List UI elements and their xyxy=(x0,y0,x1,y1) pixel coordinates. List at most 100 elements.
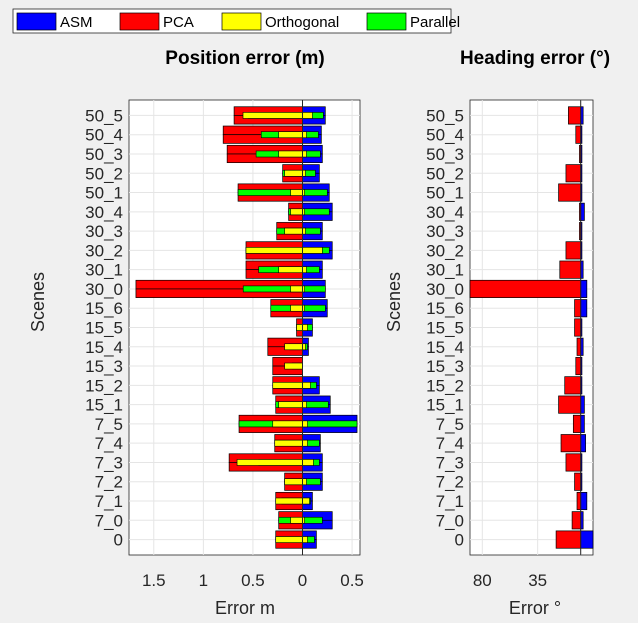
heading-error-ytick-label: 50_4 xyxy=(426,126,464,145)
position-error-bar-parallel-right xyxy=(302,189,328,196)
position-error-bar-orthogonal-right xyxy=(302,497,310,505)
ylabel-scenes-right: Scenes xyxy=(384,272,404,332)
position-error-bar-orthogonal-left xyxy=(236,459,303,466)
position-error-bar-orthogonal-right xyxy=(302,401,307,408)
heading-error-bar-pca xyxy=(574,299,582,318)
position-error-xtick-label: 0.5 xyxy=(340,571,364,590)
position-error-ytick-label: 7_1 xyxy=(95,492,123,511)
position-error-ytick-label: 50_2 xyxy=(85,164,123,183)
position-error-bar-orthogonal-left xyxy=(290,285,303,293)
position-error-bar-parallel-right xyxy=(302,420,358,428)
heading-error-xtick-label: 35 xyxy=(528,571,547,590)
position-error-bar-parallel-right xyxy=(302,285,326,293)
position-error-xtick-label: 1 xyxy=(199,571,208,590)
heading-error-title: Heading error (°) xyxy=(460,48,610,69)
heading-error-ytick-label: 50_5 xyxy=(426,106,464,125)
heading-error-ytick-label: 30_2 xyxy=(426,241,464,260)
position-error-ytick-label: 7_5 xyxy=(95,415,123,434)
position-error-bar-orthogonal-right xyxy=(302,131,307,139)
heading-error-bar-pca xyxy=(559,260,582,279)
position-error-ytick-label: 7_4 xyxy=(95,434,123,453)
heading-error-ytick-label: 15_6 xyxy=(426,299,464,318)
position-error-bar-orthogonal-left xyxy=(290,208,303,216)
heading-error-ytick-label: 7_3 xyxy=(436,453,464,472)
position-error-ytick-label: 50_3 xyxy=(85,145,123,164)
position-error-ytick-label: 50_1 xyxy=(85,184,123,203)
heading-error-bar-pca xyxy=(560,434,582,453)
position-error-bar-orthogonal-right xyxy=(302,382,311,389)
legend-swatch-asm xyxy=(16,12,57,31)
position-error-title: Position error (m) xyxy=(165,48,324,69)
legend: ASM PCA Orthogonal Parallel xyxy=(12,8,460,34)
heading-error-ytick-label: 15_3 xyxy=(426,357,464,376)
position-error-bar-orthogonal-left xyxy=(245,247,303,254)
heading-error-ytick-label: 30_4 xyxy=(426,203,464,222)
heading-error-ytick-label: 30_3 xyxy=(426,222,464,241)
position-error-bar-orthogonal-left xyxy=(284,343,303,351)
position-error-ytick-label: 7_0 xyxy=(95,511,123,530)
position-error-ytick-label: 7_3 xyxy=(95,453,123,472)
heading-error-ytick-label: 7_5 xyxy=(436,415,464,434)
heading-error-bar-asm xyxy=(580,434,586,453)
position-error-bar-orthogonal-left xyxy=(275,497,303,505)
legend-swatch-orthogonal xyxy=(221,12,262,31)
heading-error-bar-pca xyxy=(565,164,582,183)
position-error-bar-orthogonal-right xyxy=(302,247,323,254)
heading-error-ytick-label: 7_2 xyxy=(436,473,464,492)
heading-error-ytick-label: 50_2 xyxy=(426,164,464,183)
legend-swatch-parallel xyxy=(366,12,407,31)
position-error-xtick-label: 0.5 xyxy=(241,571,265,590)
position-error-ytick-label: 15_5 xyxy=(85,319,123,338)
heading-error-ytick-label: 30_1 xyxy=(426,261,464,280)
heading-error-ytick-label: 50_3 xyxy=(426,145,464,164)
heading-error-bar-pca xyxy=(469,279,582,298)
position-error-bar-parallel-right xyxy=(302,516,323,524)
position-error-panel: Position error (m) Error m 07_07_17_27_3… xyxy=(85,48,364,618)
heading-error-panel: Heading error (°) Error ° 07_07_17_27_37… xyxy=(426,48,610,618)
heading-error-bar-pca xyxy=(572,414,582,433)
position-error-bar-orthogonal-left xyxy=(290,304,303,312)
heading-error-ytick-label: 7_1 xyxy=(436,492,464,511)
position-error-bar-orthogonal-left xyxy=(272,420,303,428)
position-error-bar-orthogonal-left xyxy=(278,150,303,158)
heading-error-bar-pca xyxy=(574,318,582,337)
heading-error-bar-asm xyxy=(580,491,588,511)
heading-error-bar-asm xyxy=(580,530,594,549)
position-error-ytick-label: 15_1 xyxy=(85,396,123,415)
position-error-ytick-label: 30_4 xyxy=(85,203,123,222)
legend-label-orthogonal: Orthogonal xyxy=(265,14,339,31)
heading-error-ytick-label: 15_4 xyxy=(426,338,464,357)
position-error-bar-orthogonal-left xyxy=(278,401,303,408)
position-error-ytick-label: 50_4 xyxy=(85,126,123,145)
heading-error-ytick-label: 50_1 xyxy=(426,184,464,203)
position-error-bar-orthogonal-right xyxy=(302,150,307,158)
position-error-ytick-label: 30_3 xyxy=(85,222,123,241)
heading-error-bar-pca xyxy=(558,395,582,414)
heading-error-ytick-label: 15_5 xyxy=(426,319,464,338)
position-error-ytick-label: 15_4 xyxy=(85,338,123,357)
position-error-bar-orthogonal-left xyxy=(284,227,303,235)
heading-error-bar-pca xyxy=(565,241,582,260)
position-error-bar-orthogonal-left xyxy=(284,169,303,177)
position-error-xlabel: Error m xyxy=(215,598,275,618)
heading-error-ytick-label: 7_0 xyxy=(436,511,464,530)
position-error-bar-orthogonal-left xyxy=(242,112,303,119)
heading-error-ytick-label: 0 xyxy=(455,531,464,550)
position-error-xtick-label: 1.5 xyxy=(142,571,166,590)
heading-error-bar-pca xyxy=(564,376,582,395)
position-error-bar-orthogonal-left xyxy=(290,516,303,524)
position-error-bar-orthogonal-right xyxy=(302,478,307,486)
position-error-ytick-label: 50_5 xyxy=(85,106,123,125)
heading-error-ytick-label: 7_4 xyxy=(436,434,464,453)
heading-error-bar-pca xyxy=(575,357,582,376)
position-error-ytick-label: 15_2 xyxy=(85,376,123,395)
position-error-bar-orthogonal-left xyxy=(275,536,303,543)
heading-error-bar-pca xyxy=(568,106,582,125)
legend-label-parallel: Parallel xyxy=(410,14,460,31)
position-error-bar-orthogonal-left xyxy=(284,362,303,370)
position-error-ytick-label: 0 xyxy=(114,531,123,550)
heading-error-ytick-label: 15_2 xyxy=(426,376,464,395)
position-error-ytick-label: 30_2 xyxy=(85,241,123,260)
heading-error-xlabel: Error ° xyxy=(509,598,561,618)
heading-error-bar-asm xyxy=(580,279,588,298)
